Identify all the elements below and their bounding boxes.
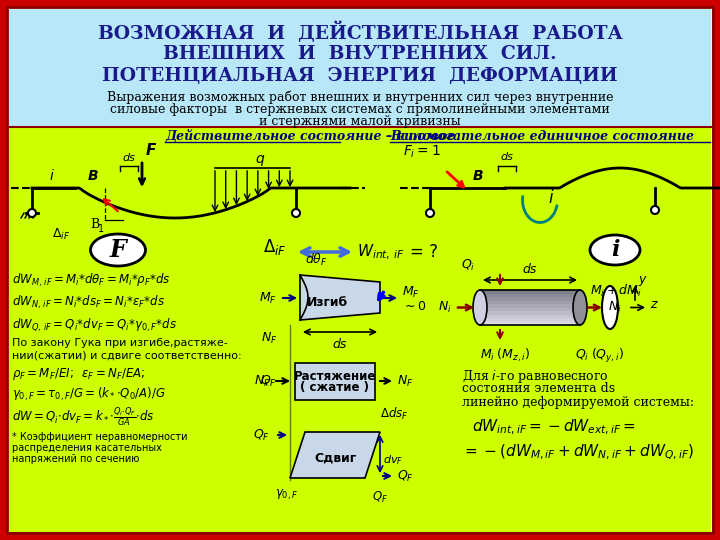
Text: y: y [638,273,645,286]
Text: $Q_F$: $Q_F$ [397,468,414,483]
Text: $Q_F$: $Q_F$ [372,490,388,505]
Text: = ?: = ? [410,243,438,261]
Text: $dW=Q_i{\cdot}dv_F=k_*{\cdot}\frac{Q_i{\cdot}Q_F}{GA}{\cdot}ds$: $dW=Q_i{\cdot}dv_F=k_*{\cdot}\frac{Q_i{\… [12,406,155,429]
Text: $M_F$: $M_F$ [259,291,277,306]
Text: $\sim 0$: $\sim 0$ [402,300,426,313]
Polygon shape [300,275,380,320]
Text: ds: ds [523,263,537,276]
Text: F: F [109,238,127,262]
Text: q: q [255,152,264,166]
Text: B: B [88,169,99,183]
Circle shape [426,209,434,217]
Text: $Q_F$: $Q_F$ [260,374,277,389]
Text: i: i [548,189,553,207]
Text: силовые факторы  в стержневых системах с прямолинейными элементами: силовые факторы в стержневых системах с … [110,103,610,116]
Text: $N_F$: $N_F$ [261,330,277,346]
Text: ds: ds [122,153,135,163]
Text: По закону Гука при изгибе,растяже-: По закону Гука при изгибе,растяже- [12,338,228,348]
Text: состояния элемента ds: состояния элемента ds [462,382,615,395]
Circle shape [651,206,659,214]
Text: ds: ds [333,338,347,351]
Text: ВНЕШНИХ  И  ВНУТРЕННИХ  СИЛ.: ВНЕШНИХ И ВНУТРЕННИХ СИЛ. [163,45,557,63]
Text: B: B [90,218,99,231]
Text: распределения касательных: распределения касательных [12,443,162,453]
Bar [480,318,580,321]
Bar [480,307,580,311]
Ellipse shape [473,290,487,325]
Text: Вспомогательное единичное состояние: Вспомогательное единичное состояние [390,130,694,143]
Text: и стержнями малой кривизны: и стержнями малой кривизны [259,114,461,127]
Text: Выражения возможных работ внешних и внутренних сил через внутренние: Выражения возможных работ внешних и внут… [107,90,613,104]
Text: $Q_F$: $Q_F$ [253,428,270,443]
Text: $dW_{Q,\,iF}=Q_i{*}dv_F=Q_i{*}\gamma_{0,F}{*}ds$: $dW_{Q,\,iF}=Q_i{*}dv_F=Q_i{*}\gamma_{0,… [12,316,177,333]
Bar [480,314,580,318]
Text: $N_F$: $N_F$ [397,374,413,389]
Text: напряжений по сечению: напряжений по сечению [12,454,140,464]
Text: Для $i$-го равновесного: Для $i$-го равновесного [462,368,609,385]
Text: $M_i\;(M_{z,i})$: $M_i\;(M_{z,i})$ [480,347,531,365]
Text: ВОЗМОЖНАЯ  И  ДЕЙСТВИТЕЛЬНАЯ  РАБОТА: ВОЗМОЖНАЯ И ДЕЙСТВИТЕЛЬНАЯ РАБОТА [98,21,622,43]
Ellipse shape [573,290,587,325]
Bar [480,311,580,314]
Text: 1: 1 [98,224,104,234]
Text: z: z [650,298,657,310]
Bar [480,300,580,304]
Text: ds: ds [500,152,513,162]
Bar [480,290,580,294]
Text: i: i [611,239,619,261]
Text: $\gamma_{0,F}$: $\gamma_{0,F}$ [275,488,299,502]
Polygon shape [290,432,380,478]
Bar [480,294,580,297]
Text: * Коэффициент неравномерности: * Коэффициент неравномерности [12,432,187,442]
Text: $dW_{N,\,iF}=N_i{*}ds_F=N_i{*}\varepsilon_F{*}ds$: $dW_{N,\,iF}=N_i{*}ds_F=N_i{*}\varepsilo… [12,294,165,312]
Text: $\Delta_{iF}$: $\Delta_{iF}$ [264,237,287,257]
Bar [480,297,580,300]
Text: ( сжатие ): ( сжатие ) [300,381,369,395]
Polygon shape [295,363,375,400]
Text: $Q_i$: $Q_i$ [461,258,475,273]
Text: $\Delta ds_F$: $\Delta ds_F$ [380,406,408,422]
Text: $d\theta_F$: $d\theta_F$ [305,252,328,268]
Circle shape [292,209,300,217]
Text: $M_F$: $M_F$ [402,285,420,300]
Text: $\Delta_{iF}$: $\Delta_{iF}$ [52,227,71,242]
Text: нии(сжатии) и сдвиге соответственно:: нии(сжатии) и сдвиге соответственно: [12,351,242,361]
Ellipse shape [91,234,145,266]
Text: $dW_{M,\,iF}=M_i{*}d\theta_F=M_i{*}\rho_F{*}ds$: $dW_{M,\,iF}=M_i{*}d\theta_F=M_i{*}\rho_… [12,272,171,289]
Text: $\gamma_{0,F}=\tau_{0,F}/G=(k_*{\cdot}Q_0/A)/G$: $\gamma_{0,F}=\tau_{0,F}/G=(k_*{\cdot}Q_… [12,386,166,403]
Text: Сдвиг: Сдвиг [314,451,356,464]
Ellipse shape [602,286,618,329]
Bar [9,127,711,533]
Ellipse shape [590,235,640,265]
Bar [480,321,580,325]
Text: $dW_{int,iF}=-dW_{ext,iF}=$: $dW_{int,iF}=-dW_{ext,iF}=$ [472,418,636,437]
Circle shape [28,209,36,217]
Text: $N_F$: $N_F$ [253,374,270,389]
Text: i: i [50,169,54,183]
Bar [9,9,711,127]
Text: Действительное состояние – силовое: Действительное состояние – силовое [165,130,455,143]
Bar [480,304,580,307]
Text: $M_i+dM_i$: $M_i+dM_i$ [590,283,642,299]
Text: $N_i$: $N_i$ [438,300,452,315]
Text: $\rho_F=M_F/EI;\;\;\varepsilon_F=N_F/EA;$: $\rho_F=M_F/EI;\;\;\varepsilon_F=N_F/EA;… [12,366,145,382]
Text: $dv_F$: $dv_F$ [383,453,403,467]
Text: $=-(dW_{M,iF}+dW_{N,iF}+dW_{Q,iF})$: $=-(dW_{M,iF}+dW_{N,iF}+dW_{Q,iF})$ [462,443,694,462]
Text: $Q_i\;(Q_{y,i})$: $Q_i\;(Q_{y,i})$ [575,347,624,365]
Text: $N_i$: $N_i$ [608,300,622,315]
Text: $W_{int,\,iF}$: $W_{int,\,iF}$ [357,242,405,262]
Text: F: F [146,143,156,158]
Text: B: B [473,169,484,183]
Text: Растяжение: Растяжение [294,369,376,382]
Text: $F_i = 1$: $F_i = 1$ [403,144,441,160]
Text: Изгиб: Изгиб [307,295,348,308]
Bar [480,290,580,325]
Text: линейно деформируемой системы:: линейно деформируемой системы: [462,396,694,409]
Text: ПОТЕНЦИАЛЬНАЯ  ЭНЕРГИЯ  ДЕФОРМАЦИИ: ПОТЕНЦИАЛЬНАЯ ЭНЕРГИЯ ДЕФОРМАЦИИ [102,67,618,85]
